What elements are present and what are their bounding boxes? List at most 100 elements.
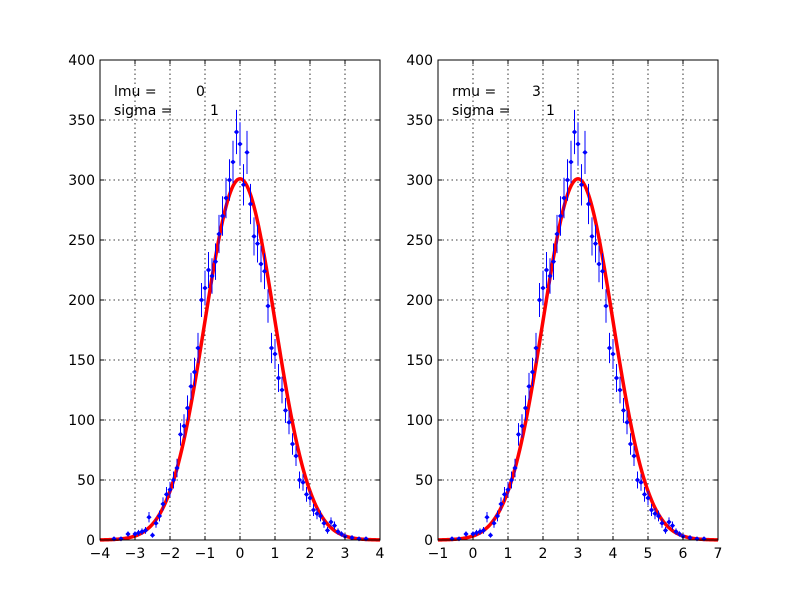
data-point [321,520,327,526]
data-point [282,407,289,413]
data-point [610,351,616,357]
y-tick-label: 0 [424,533,433,549]
data-point [300,479,306,485]
annotation-value-1: 0 [196,84,205,100]
x-tick-label: 0 [469,546,478,562]
annotation-label-1: lmu = [114,84,157,100]
data-point [564,177,571,183]
x-tick-label: 4 [376,546,385,562]
data-point [356,536,362,542]
y-tick-label: 150 [406,353,433,369]
data-point [363,536,369,542]
data-point [631,453,637,459]
data-point [212,259,219,265]
data-point [205,267,212,273]
data-point [209,273,215,279]
data-point [289,441,296,447]
data-point [634,477,641,483]
data-point [561,195,567,201]
data-point [223,195,229,201]
data-point [571,129,578,135]
data-point [536,297,543,303]
data-point [557,213,564,219]
data-point [216,231,222,237]
data-point [125,531,131,537]
data-point [694,536,700,542]
data-point [589,233,595,239]
x-tick-label: −4 [90,546,111,562]
data-point [286,419,292,425]
x-tick-label: −3 [125,546,146,562]
data-point [526,383,532,389]
data-point [641,491,648,497]
data-point [480,527,487,533]
data-point [296,477,303,483]
data-point [613,375,620,381]
data-point [202,285,208,291]
data-point [648,507,655,513]
data-point [554,231,560,237]
y-tick-label: 300 [68,173,95,189]
y-tick-label: 300 [406,173,433,189]
data-point [163,491,170,497]
data-points-group [111,109,369,542]
annotation-label-2: sigma = [452,103,510,119]
data-point [265,303,271,309]
y-tick-label: 250 [68,233,95,249]
data-point [324,527,331,533]
data-point [487,532,494,538]
data-point [701,536,707,542]
x-tick-label: 1 [271,546,280,562]
data-point [568,159,574,165]
x-tick-label: 3 [574,546,583,562]
data-point [191,369,198,375]
data-point [314,511,320,517]
y-tick-label: 100 [68,413,95,429]
data-point [177,431,184,437]
data-point [195,345,201,351]
data-point [293,453,299,459]
data-point [652,511,658,517]
x-tick-label: −1 [428,546,449,562]
data-point [174,465,180,471]
data-point [317,513,324,519]
data-point [515,431,522,437]
data-point [508,477,515,483]
y-tick-label: 100 [406,413,433,429]
data-point [494,513,501,519]
annotation-label-2: sigma = [114,103,172,119]
data-point [188,383,194,389]
y-tick-label: 150 [68,353,95,369]
x-tick-label: 1 [504,546,513,562]
x-tick-label: 3 [341,546,350,562]
data-point [575,141,581,147]
x-tick-label: 7 [714,546,723,562]
data-point [599,268,606,274]
data-point [603,303,609,309]
y-tick-label: 0 [86,533,95,549]
data-point [533,345,539,351]
data-point [673,529,679,535]
annotation-value-2: 1 [546,103,555,119]
y-tick-label: 50 [415,473,433,489]
data-point [484,514,490,520]
data-point [268,345,275,351]
x-tick-label: −2 [160,546,181,562]
data-point [307,495,313,501]
x-tick-label: −1 [195,546,216,562]
data-point [498,501,504,507]
data-point [550,259,557,265]
data-point [645,495,651,501]
data-point [512,465,518,471]
data-point [655,513,662,519]
annotation-value-2: 1 [210,103,219,119]
data-point [184,405,191,411]
x-tick-label: 0 [236,546,245,562]
annotation-label-1: rmu = [452,84,496,100]
data-point [153,520,159,526]
data-point [310,507,317,513]
data-points-group [449,109,707,542]
